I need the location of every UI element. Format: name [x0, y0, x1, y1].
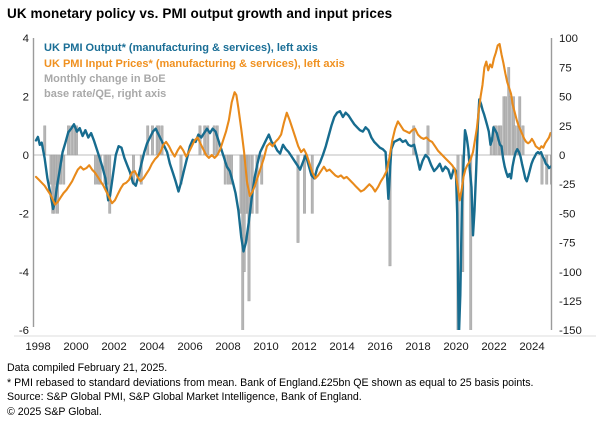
- svg-text:2010: 2010: [253, 341, 278, 353]
- svg-text:2000: 2000: [63, 341, 88, 353]
- svg-text:2002: 2002: [101, 341, 126, 353]
- svg-text:2016: 2016: [367, 341, 392, 353]
- chart-footnotes: Data compiled February 21, 2025. * PMI r…: [7, 361, 533, 419]
- chart-canvas: 4 2 0 -2 -4 -6 100 75 50 25 0 -25 -50 -75 -100 -125 -150…: [14, 33, 596, 353]
- svg-text:-2: -2: [19, 208, 29, 220]
- footnote-data-compiled: Data compiled February 21, 2025.: [7, 362, 168, 374]
- svg-text:2008: 2008: [215, 341, 240, 353]
- legend-item-pmi-input-prices: UK PMI Input Prices* (manufacturing & se…: [44, 57, 345, 70]
- svg-text:50: 50: [559, 92, 572, 104]
- svg-text:4: 4: [23, 33, 29, 45]
- svg-text:-75: -75: [559, 238, 575, 250]
- legend-item-boe-line2: base rate/QE, right axis: [44, 88, 167, 100]
- svg-text:2020: 2020: [443, 341, 468, 353]
- svg-text:25: 25: [559, 121, 572, 133]
- legend-item-pmi-output: UK PMI Output* (manufacturing & services…: [44, 42, 318, 54]
- svg-text:-4: -4: [19, 267, 29, 279]
- chart-title: UK monetary policy vs. PMI output growth…: [7, 6, 393, 21]
- svg-text:-150: -150: [559, 325, 582, 337]
- svg-text:2012: 2012: [291, 341, 316, 353]
- svg-text:0: 0: [23, 150, 29, 162]
- svg-text:2018: 2018: [405, 341, 430, 353]
- svg-text:-50: -50: [559, 208, 575, 220]
- svg-text:-25: -25: [559, 179, 575, 191]
- svg-text:2006: 2006: [177, 341, 202, 353]
- svg-text:75: 75: [559, 62, 572, 74]
- legend-item-boe-line1: Monthly change in BoE: [44, 73, 166, 85]
- footnote-copyright: © 2025 S&P Global.: [7, 405, 102, 418]
- svg-text:1998: 1998: [25, 341, 50, 353]
- svg-text:-125: -125: [559, 296, 582, 308]
- svg-text:-100: -100: [559, 267, 582, 279]
- svg-text:2022: 2022: [481, 341, 506, 353]
- svg-text:2: 2: [23, 92, 29, 104]
- svg-text:-6: -6: [19, 325, 29, 337]
- footnote-pmi-rebased: * PMI rebased to standard deviations fro…: [7, 376, 534, 389]
- svg-text:100: 100: [559, 33, 578, 45]
- svg-text:0: 0: [559, 150, 565, 162]
- footnote-source: Source: S&P Global PMI, S&P Global Marke…: [7, 391, 362, 404]
- svg-text:2014: 2014: [329, 341, 354, 353]
- svg-text:2024: 2024: [519, 341, 544, 353]
- svg-text:2004: 2004: [139, 341, 164, 353]
- chart-legend: UK PMI Output* (manufacturing & services…: [44, 41, 345, 102]
